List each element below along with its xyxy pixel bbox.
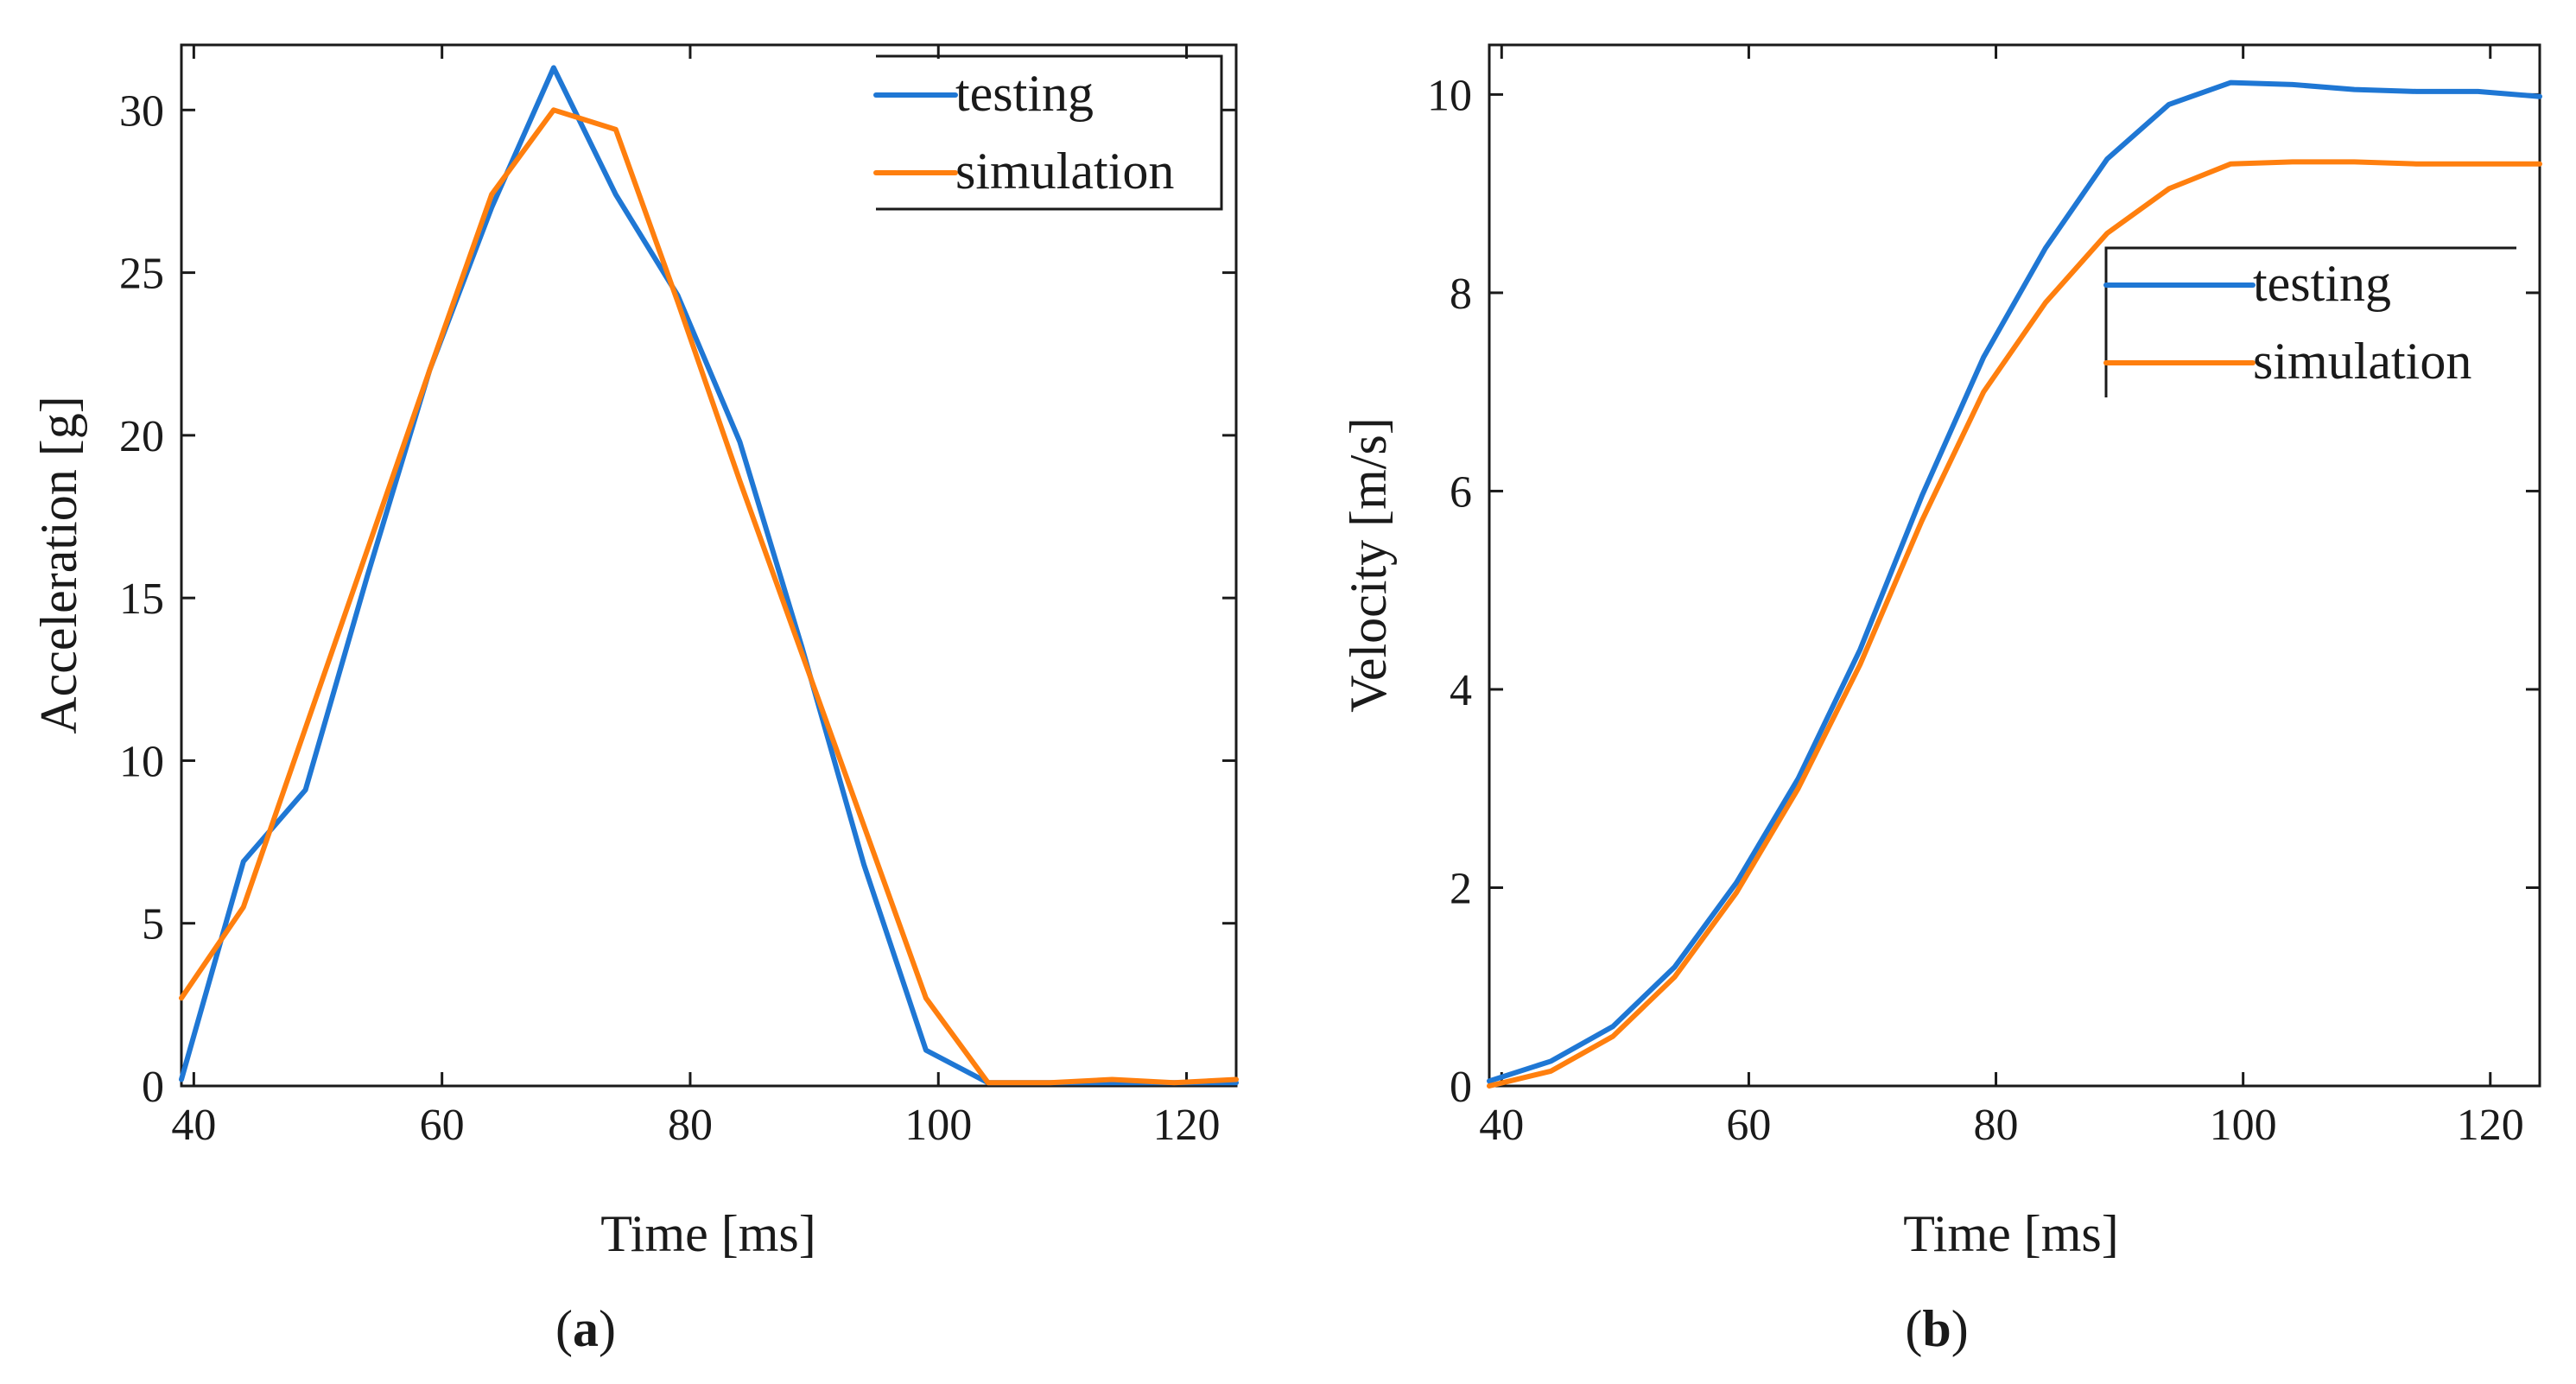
panel-b-y-tick-label: 2 [1450, 864, 1472, 913]
panel-a-y-axis-title: Acceleration [g] [30, 396, 87, 733]
panel-b-y-tick-label: 0 [1450, 1063, 1472, 1112]
panel-a-y-tick-label: 5 [142, 900, 164, 949]
panel-a-y-tick-label: 0 [142, 1063, 164, 1112]
panel-a-x-tick-label: 40 [171, 1101, 216, 1150]
panel-b-y-tick-label: 4 [1450, 666, 1472, 715]
panel-b-chart: 40 60 80 100 120 0 2 4 6 8 10 Time [ms] Velocity … [1340, 43, 2542, 1357]
panel-b-y-ticks: 0 2 4 6 8 10 [1427, 71, 2540, 1112]
panel-b-y-tick-label: 8 [1450, 270, 1472, 319]
panel-b-label-letter: b [1922, 1300, 1951, 1357]
panel-b-x-axis-title: Time [ms] [1903, 1205, 2119, 1262]
panel-b-y-tick-label: 6 [1450, 467, 1472, 517]
panel-a-legend: testing simulation [873, 54, 1223, 211]
panel-a-series-testing [179, 65, 1239, 1086]
panel-b-x-tick-label: 120 [2457, 1101, 2524, 1150]
panel-b-label: (b) [1905, 1300, 1968, 1357]
panel-b-y-axis-title: Velocity [m/s] [1340, 417, 1397, 713]
panel-a-legend-box [876, 54, 1223, 211]
panel-a-label: (a) [555, 1300, 616, 1357]
panel-a-y-ticks: 0 5 10 15 20 25 30 [119, 86, 1236, 1112]
panel-b-series-simulation [1487, 159, 2542, 1089]
panel-a-legend-label-simulation: simulation [955, 143, 1174, 200]
panel-a-x-tick-label: 120 [1153, 1101, 1221, 1150]
panel-b-legend-box [2104, 246, 2516, 397]
panel-b-label-close: ) [1951, 1300, 1969, 1357]
panel-b-series [1487, 79, 2542, 1089]
panel-a-y-tick-label: 10 [119, 737, 164, 786]
panel-b-x-tick-label: 100 [2210, 1101, 2277, 1150]
panel-a-y-tick-label: 15 [119, 575, 164, 624]
panel-a-label-close: ) [599, 1300, 616, 1357]
panel-a-y-tick-label: 25 [119, 250, 164, 299]
panel-a-series [179, 65, 1239, 1086]
panel-a-chart: 40 60 80 100 120 0 5 10 15 20 25 30 Time [ms] Acce… [30, 43, 1239, 1357]
panel-b-y-tick-label: 10 [1427, 71, 1472, 120]
panel-b-x-tick-label: 40 [1479, 1101, 1524, 1150]
panel-a-y-tick-label: 20 [119, 412, 164, 461]
panel-a-series-simulation [179, 107, 1239, 1086]
panel-a-x-ticks: 40 60 80 100 120 [171, 45, 1221, 1150]
panel-b-x-tick-label: 80 [1974, 1101, 2019, 1150]
panel-b-x-tick-label: 60 [1726, 1101, 1771, 1150]
panel-b-legend-label-simulation: simulation [2253, 333, 2471, 390]
panel-a-label-letter: a [573, 1300, 599, 1357]
panel-b-plot-frame [1488, 43, 2541, 1088]
panel-a-plot-frame [180, 43, 1238, 1088]
panel-a-x-tick-label: 100 [904, 1101, 972, 1150]
panel-a-x-tick-label: 60 [420, 1101, 465, 1150]
panel-b-x-ticks: 40 60 80 100 120 [1479, 45, 2524, 1150]
panel-b-legend-label-testing: testing [2253, 255, 2391, 312]
panel-a-x-tick-label: 80 [668, 1101, 713, 1150]
panel-b-label-open: ( [1905, 1300, 1922, 1357]
panel-a-x-axis-title: Time [ms] [600, 1205, 816, 1262]
panel-a-legend-label-testing: testing [955, 65, 1094, 122]
panel-a-y-tick-label: 30 [119, 86, 164, 136]
panel-a-label-open: ( [555, 1300, 573, 1357]
panel-b-series-testing [1487, 79, 2542, 1084]
panel-b-legend: testing simulation [2103, 246, 2516, 397]
